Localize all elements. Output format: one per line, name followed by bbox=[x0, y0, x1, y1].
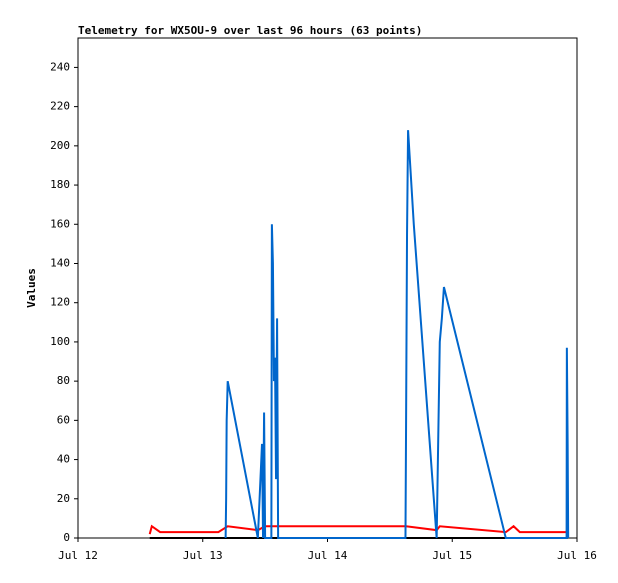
x-tick-label: Jul 15 bbox=[432, 549, 472, 562]
y-tick-label: 140 bbox=[50, 256, 70, 269]
y-tick-label: 120 bbox=[50, 296, 70, 309]
y-tick-label: 180 bbox=[50, 178, 70, 191]
y-tick-label: 100 bbox=[50, 335, 70, 348]
y-tick-label: 220 bbox=[50, 100, 70, 113]
y-tick-label: 80 bbox=[57, 374, 70, 387]
series-line bbox=[224, 130, 570, 539]
plot-frame bbox=[77, 37, 578, 539]
y-tick-label: 40 bbox=[57, 453, 70, 466]
x-tick-label: Jul 16 bbox=[557, 549, 597, 562]
y-tick-label: 240 bbox=[50, 60, 70, 73]
x-tick-label: Jul 12 bbox=[58, 549, 98, 562]
x-tick-label: Jul 14 bbox=[308, 549, 348, 562]
x-tick-label: Jul 13 bbox=[183, 549, 223, 562]
y-tick-label: 20 bbox=[57, 492, 70, 505]
y-axis-label: Values bbox=[25, 268, 38, 308]
chart-title: Telemetry for WX5OU-9 over last 96 hours… bbox=[78, 24, 422, 37]
y-tick-label: 200 bbox=[50, 139, 70, 152]
y-tick-label: 0 bbox=[63, 531, 70, 544]
y-tick-label: 160 bbox=[50, 217, 70, 230]
y-tick-label: 60 bbox=[57, 413, 70, 426]
